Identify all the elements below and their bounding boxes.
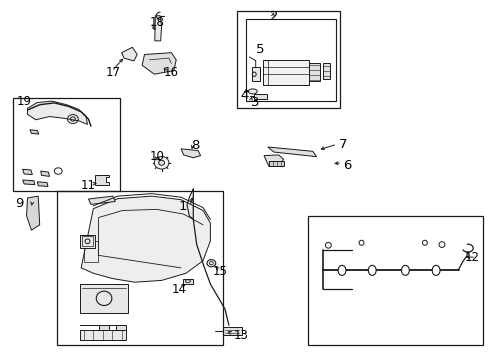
Text: 6: 6 [343, 159, 351, 172]
Text: 5: 5 [255, 42, 264, 55]
Bar [13, 98, 120, 191]
Bar [307, 216, 483, 345]
Polygon shape [268, 161, 283, 166]
Polygon shape [22, 180, 35, 185]
Text: 7: 7 [338, 138, 346, 150]
Polygon shape [253, 94, 267, 99]
Ellipse shape [206, 260, 215, 267]
Text: 10: 10 [149, 150, 164, 163]
Text: 18: 18 [149, 16, 164, 29]
Polygon shape [122, 47, 137, 61]
Polygon shape [80, 234, 95, 248]
Bar [237, 12, 339, 108]
Text: 8: 8 [190, 139, 199, 152]
Polygon shape [267, 147, 316, 157]
Text: 9: 9 [15, 197, 23, 210]
Bar [57, 191, 222, 345]
Text: 19: 19 [17, 95, 32, 108]
Ellipse shape [154, 157, 168, 169]
Polygon shape [80, 329, 126, 339]
Text: 2: 2 [270, 10, 278, 23]
Polygon shape [251, 67, 259, 81]
Polygon shape [155, 16, 161, 41]
Text: 17: 17 [105, 66, 120, 79]
Polygon shape [181, 149, 200, 158]
Polygon shape [264, 155, 283, 166]
Polygon shape [263, 60, 309, 85]
Ellipse shape [401, 265, 408, 275]
Text: 12: 12 [464, 251, 479, 264]
Polygon shape [142, 53, 176, 74]
Text: 4: 4 [240, 89, 248, 102]
Text: 1: 1 [179, 201, 187, 213]
Text: 15: 15 [212, 265, 227, 278]
Polygon shape [95, 175, 109, 185]
Polygon shape [309, 63, 320, 81]
Polygon shape [222, 327, 242, 335]
Ellipse shape [248, 89, 257, 94]
Ellipse shape [337, 265, 345, 275]
Bar [245, 19, 335, 101]
Text: 11: 11 [81, 179, 96, 192]
Ellipse shape [431, 265, 439, 275]
Polygon shape [322, 63, 330, 79]
Polygon shape [30, 130, 39, 134]
Ellipse shape [367, 265, 375, 275]
Polygon shape [80, 325, 126, 329]
Text: 3: 3 [250, 96, 259, 109]
Polygon shape [88, 196, 115, 204]
Polygon shape [80, 284, 128, 313]
Text: 14: 14 [171, 283, 186, 296]
Polygon shape [26, 196, 40, 230]
Text: 16: 16 [163, 66, 179, 79]
Ellipse shape [158, 160, 164, 165]
Polygon shape [183, 279, 192, 284]
Text: 13: 13 [233, 329, 248, 342]
Polygon shape [41, 171, 49, 176]
Polygon shape [27, 101, 87, 125]
Polygon shape [37, 182, 48, 186]
Polygon shape [22, 169, 32, 175]
Polygon shape [81, 196, 210, 282]
